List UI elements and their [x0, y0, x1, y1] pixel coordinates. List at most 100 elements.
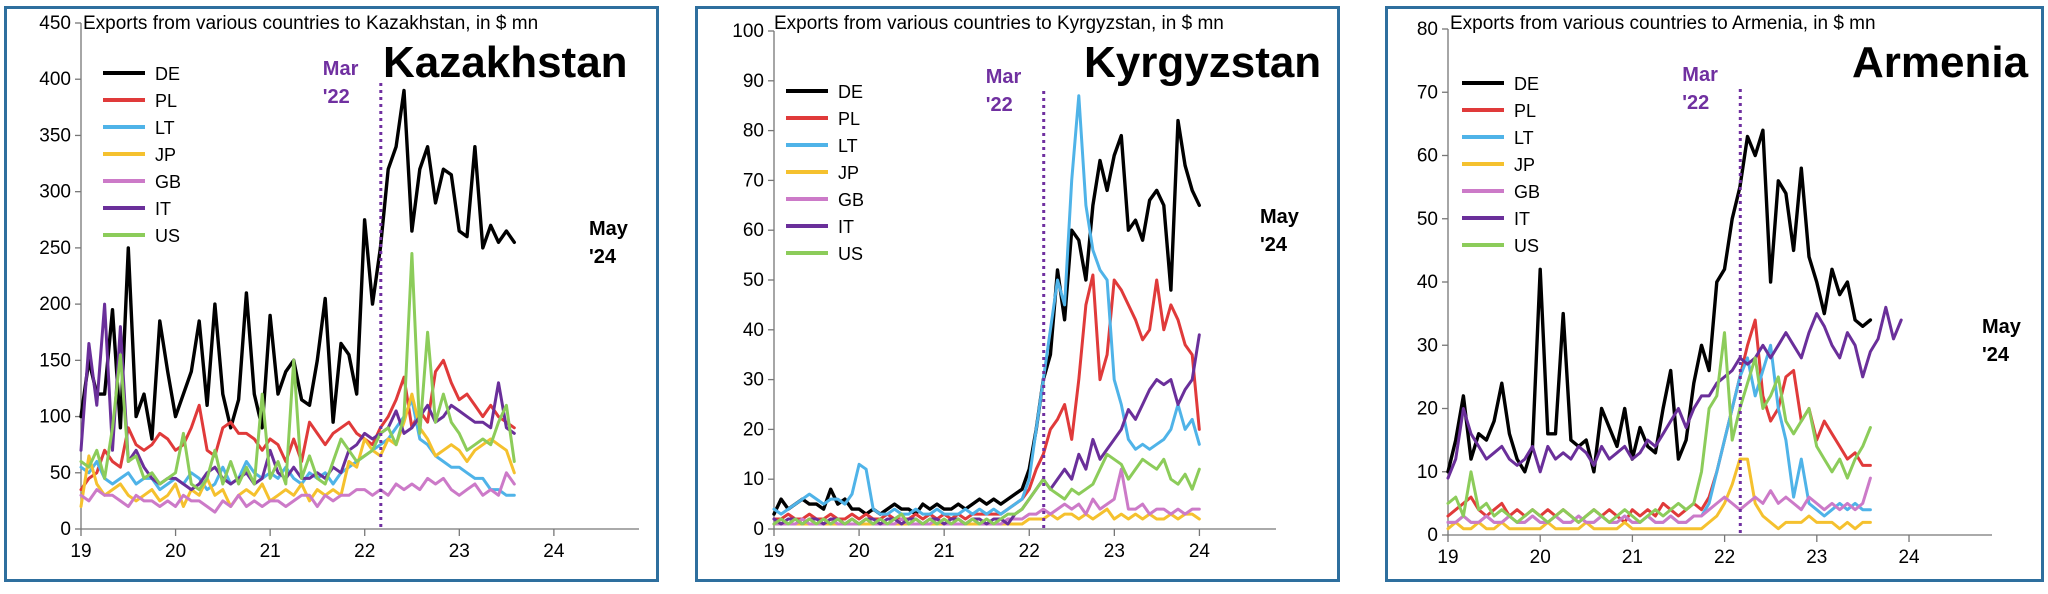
legend-label-lt: LT — [1514, 128, 1534, 148]
x-tick-label: 22 — [1019, 541, 1040, 562]
end-label-year: '24 — [1982, 344, 2010, 366]
x-tick-label: 23 — [1104, 541, 1125, 562]
legend-label-de: DE — [838, 82, 863, 102]
y-tick-label: 50 — [50, 463, 71, 484]
x-tick-label: 21 — [934, 541, 955, 562]
marker-label-year: '22 — [323, 86, 350, 108]
end-label-year: '24 — [589, 246, 617, 268]
series-line-it — [772, 333, 1201, 526]
country-label: Kyrgyzstan — [1084, 38, 1321, 87]
y-tick-label: 300 — [39, 182, 71, 203]
series-line-de — [772, 118, 1201, 516]
y-tick-label: 30 — [743, 370, 764, 391]
series-line-pl — [772, 273, 1201, 521]
series-line-gb — [79, 471, 516, 514]
y-tick-label: 10 — [1417, 462, 1438, 483]
y-tick-label: 250 — [39, 238, 71, 259]
x-tick-label: 24 — [1898, 547, 1920, 568]
marker-label-month: Mar — [986, 66, 1022, 88]
legend-label-gb: GB — [1514, 182, 1540, 202]
legend-label-jp: JP — [155, 145, 176, 165]
chart-title: Exports from various countries to Kyrgyz… — [774, 13, 1224, 34]
x-tick-label: 23 — [1806, 547, 1827, 568]
y-tick-label: 200 — [39, 294, 71, 315]
x-tick-label: 19 — [1437, 547, 1458, 568]
legend-label-it: IT — [838, 217, 854, 237]
series-line-pl — [1446, 318, 1872, 524]
chart-kyrgyzstan: Exports from various countries to Kyrgyz… — [732, 13, 1321, 562]
end-label-month: May — [589, 218, 629, 240]
x-tick-label: 22 — [1714, 547, 1735, 568]
y-tick-label: 30 — [1417, 335, 1438, 356]
y-tick-label: 20 — [743, 419, 764, 440]
chart-panel-kazakhstan: Exports from various countries to Kazakh… — [4, 6, 659, 582]
x-tick-label: 22 — [354, 541, 375, 562]
chart-title: Exports from various countries to Kazakh… — [83, 13, 538, 34]
legend-label-it: IT — [1514, 209, 1530, 229]
legend-label-gb: GB — [838, 190, 864, 210]
end-label-month: May — [1260, 206, 1300, 228]
legend-label-jp: JP — [1514, 155, 1535, 175]
marker-label-month: Mar — [323, 58, 359, 80]
y-tick-label: 100 — [39, 407, 71, 428]
x-tick-label: 19 — [70, 541, 91, 562]
y-tick-label: 80 — [743, 121, 764, 142]
y-tick-label: 400 — [39, 69, 71, 90]
x-tick-label: 23 — [449, 541, 470, 562]
legend-label-lt: LT — [838, 136, 858, 156]
series-line-jp — [772, 507, 1201, 526]
x-tick-label: 21 — [260, 541, 281, 562]
y-tick-label: 40 — [743, 320, 764, 341]
series-line-it — [1446, 305, 1903, 480]
legend-label-de: DE — [155, 64, 180, 84]
series-line-pl — [79, 358, 516, 492]
series-line-jp — [1446, 457, 1872, 531]
series-line-us — [772, 452, 1201, 526]
y-tick-label: 10 — [743, 469, 764, 490]
x-tick-label: 24 — [1189, 541, 1211, 562]
chart-armenia: Exports from various countries to Armeni… — [1417, 13, 2029, 568]
y-tick-label: 0 — [60, 519, 71, 540]
legend-label-it: IT — [155, 199, 171, 219]
x-tick-label: 20 — [1530, 547, 1551, 568]
y-tick-label: 40 — [1417, 272, 1438, 293]
legend-label-de: DE — [1514, 74, 1539, 94]
chart-title: Exports from various countries to Armeni… — [1450, 13, 1876, 34]
x-tick-label: 20 — [165, 541, 186, 562]
series-line-de — [79, 88, 516, 441]
series-line-jp — [79, 392, 516, 508]
end-label-month: May — [1982, 316, 2022, 338]
x-tick-label: 24 — [543, 541, 565, 562]
series-line-us — [1446, 331, 1872, 524]
series-line-de — [1446, 128, 1873, 474]
chart-kazakhstan: Exports from various countries to Kazakh… — [39, 13, 639, 562]
legend-label-pl: PL — [1514, 101, 1536, 121]
marker-label-month: Mar — [1682, 64, 1718, 86]
y-tick-label: 60 — [1417, 146, 1438, 167]
legend-label-us: US — [838, 244, 863, 264]
x-tick-label: 20 — [849, 541, 870, 562]
legend-label-us: US — [155, 226, 180, 246]
y-tick-label: 60 — [743, 220, 764, 241]
country-label: Kazakhstan — [383, 38, 628, 87]
series-line-lt — [772, 94, 1201, 516]
y-tick-label: 100 — [732, 21, 764, 42]
end-label-year: '24 — [1260, 234, 1288, 256]
x-tick-label: 19 — [763, 541, 784, 562]
y-tick-label: 0 — [1427, 525, 1438, 546]
y-tick-label: 80 — [1417, 19, 1438, 40]
series-line-us — [79, 252, 516, 492]
y-tick-label: 70 — [1417, 82, 1438, 103]
chart-panel-kyrgyzstan: Exports from various countries to Kyrgyz… — [695, 6, 1340, 582]
legend-label-gb: GB — [155, 172, 181, 192]
legend-label-lt: LT — [155, 118, 175, 138]
y-tick-label: 50 — [743, 270, 764, 291]
y-tick-label: 90 — [743, 71, 764, 92]
x-tick-label: 21 — [1622, 547, 1643, 568]
y-tick-label: 450 — [39, 13, 71, 34]
y-tick-label: 20 — [1417, 399, 1438, 420]
legend-label-us: US — [1514, 236, 1539, 256]
y-tick-label: 50 — [1417, 209, 1438, 230]
marker-label-year: '22 — [1682, 92, 1709, 114]
y-tick-label: 350 — [39, 125, 71, 146]
